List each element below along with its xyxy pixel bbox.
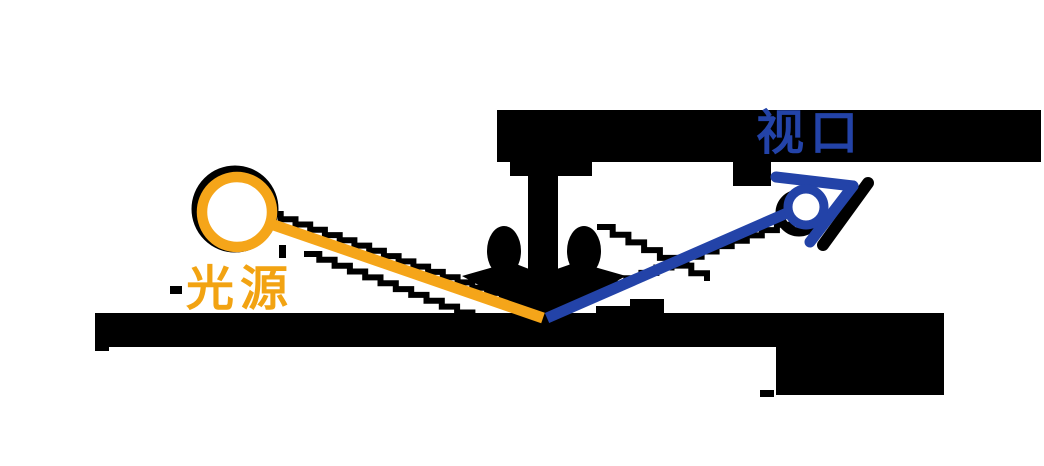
down-arrow-head (462, 262, 626, 318)
eye-shadow-corner (817, 177, 874, 251)
light-source-label: 光源 (186, 261, 294, 317)
pixel-artifact (596, 306, 632, 314)
reflected-ray (544, 207, 790, 324)
ground-block (776, 347, 944, 395)
pixel-artifact (760, 390, 774, 397)
pixel-artifact (630, 299, 664, 313)
light-source-ring (196, 171, 278, 253)
rays (266, 207, 790, 324)
pixel-artifact (279, 245, 286, 258)
eye-corner (804, 180, 859, 248)
eye-iris (783, 184, 829, 230)
incident-ray (266, 217, 545, 324)
pixel-artifact (170, 286, 182, 294)
down-arrow-stem (528, 160, 558, 282)
eye-lid-top (770, 171, 859, 192)
light-source-icon (196, 171, 278, 253)
staircase-below-yellow-ray (304, 251, 506, 330)
pixel-artifact (733, 162, 771, 186)
ground-bar (95, 313, 944, 347)
viewport-label: 视口 (756, 105, 864, 161)
pixel-shadow-layer (95, 110, 1041, 397)
eye-icon (770, 171, 859, 248)
down-arrow-icon (462, 160, 626, 318)
staircase-above-yellow-ray (266, 211, 549, 314)
top-bar (497, 110, 1041, 162)
pixel-artifact (95, 345, 109, 351)
staircase-stray-fragment (597, 224, 710, 281)
